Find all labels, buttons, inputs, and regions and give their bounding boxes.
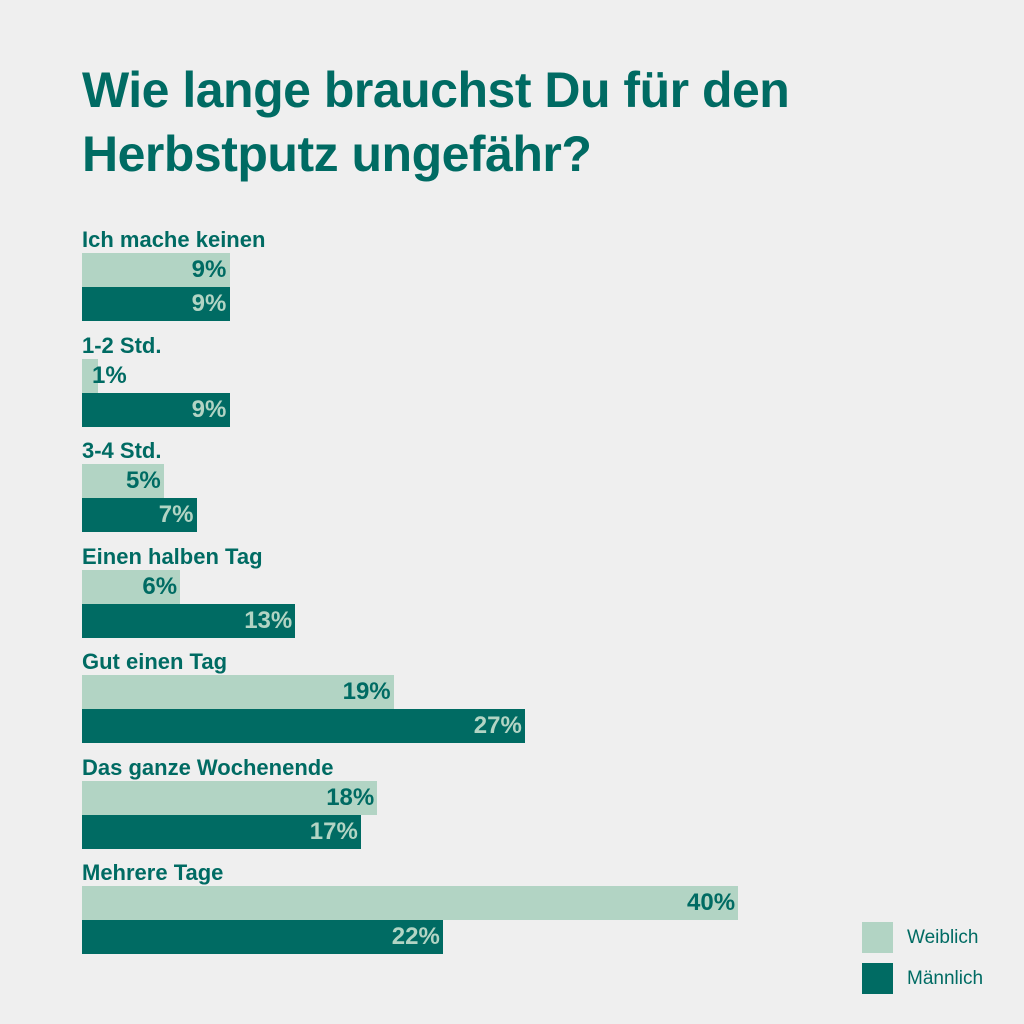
bar-row: 5% xyxy=(82,464,882,498)
bar-row: 1% xyxy=(82,358,882,393)
data-label: 27% xyxy=(473,712,522,739)
bar-maennlich xyxy=(82,287,230,321)
data-label: 9% xyxy=(191,395,227,423)
bar-weiblich xyxy=(82,358,99,393)
category-group: 1-2 Std. 1% 9% xyxy=(82,332,982,438)
category-group: Ich mache keinen 9% 9% xyxy=(82,226,982,332)
bar-row: 40% xyxy=(82,886,882,920)
legend-swatch-maennlich xyxy=(862,963,893,994)
chart-title: Wie lange brauchst Du für den Herbstputz… xyxy=(82,62,790,182)
legend-swatch-weiblich xyxy=(862,922,893,953)
bar-row: 9% xyxy=(82,392,882,427)
data-label: 22% xyxy=(391,923,440,950)
bar-chart: Ich mache keinen 9% 9% 1-2 Std. 1% 9% 3-4 Std.… xyxy=(82,226,982,965)
legend-label: Männlich xyxy=(907,967,984,989)
bar-weiblich xyxy=(82,780,378,815)
data-label: 40% xyxy=(687,889,736,916)
category-label: Gut einen Tag xyxy=(82,649,228,674)
data-label: 18% xyxy=(326,783,375,811)
legend-item-maennlich: Männlich xyxy=(862,963,983,994)
bar-row: 6% xyxy=(82,569,882,604)
data-label: 5% xyxy=(126,467,161,494)
category-group: Das ganze Wochenende 18% 17% xyxy=(82,754,982,860)
bar-row: 7% xyxy=(82,498,882,532)
bar-weiblich xyxy=(82,569,181,604)
bar-maennlich xyxy=(82,603,296,638)
bar-maennlich xyxy=(82,814,361,849)
data-label: 17% xyxy=(309,817,358,845)
bar-row: 13% xyxy=(82,603,882,638)
data-label: 9% xyxy=(191,290,227,317)
category-label: Ich mache keinen xyxy=(82,227,266,252)
data-label: 7% xyxy=(158,501,194,528)
bar-maennlich xyxy=(82,709,525,743)
legend-item-weiblich: Weiblich xyxy=(862,922,978,953)
category-group: 3-4 Std. 5% 7% xyxy=(82,437,982,543)
bar-weiblich xyxy=(82,675,394,709)
bar-maennlich xyxy=(82,392,230,427)
bar-row: 17% xyxy=(82,814,882,849)
data-label: 19% xyxy=(342,678,391,705)
data-label: 9% xyxy=(191,256,227,283)
bar-maennlich xyxy=(82,920,443,954)
category-label: 1-2 Std. xyxy=(82,332,162,358)
bar-weiblich xyxy=(82,886,738,920)
category-label: Mehrere Tage xyxy=(82,860,224,885)
data-label: 1% xyxy=(92,361,127,389)
bar-row: 18% xyxy=(82,780,882,815)
bar-weiblich xyxy=(82,464,164,498)
bar-row: 9% xyxy=(82,253,882,287)
bar-row: 27% xyxy=(82,709,882,743)
bar-row: 9% xyxy=(82,287,882,321)
bar-row: 22% xyxy=(82,920,882,954)
category-label: 3-4 Std. xyxy=(82,438,162,463)
bar-weiblich xyxy=(82,253,230,287)
data-label: 13% xyxy=(244,606,293,634)
category-group: Gut einen Tag 19% 27% xyxy=(82,648,982,754)
legend-label: Weiblich xyxy=(907,926,979,948)
bar-maennlich xyxy=(82,498,197,532)
category-label: Einen halben Tag xyxy=(82,543,263,569)
data-label: 6% xyxy=(142,572,178,600)
category-group: Mehrere Tage 40% 22% xyxy=(82,859,982,965)
bar-row: 19% xyxy=(82,675,882,709)
category-label: Das ganze Wochenende xyxy=(82,754,334,780)
category-group: Einen halben Tag 6% 13% xyxy=(82,543,982,649)
